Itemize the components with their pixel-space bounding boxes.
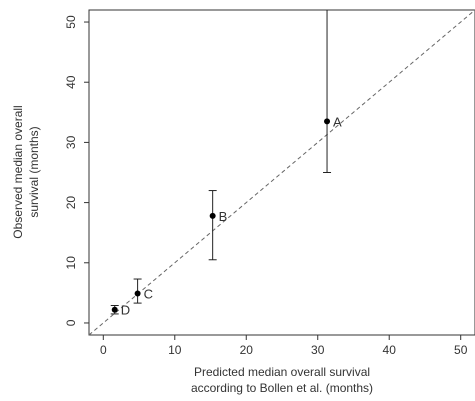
x-tick-label: 10 <box>168 343 182 357</box>
y-tick-label: 20 <box>64 196 78 210</box>
y-tick-label: 0 <box>64 319 78 326</box>
data-point-d: D <box>110 303 130 318</box>
y-tick-label: 30 <box>64 135 78 149</box>
y-tick-label: 50 <box>64 15 78 29</box>
point-label: C <box>144 286 153 301</box>
y-axis-title-line-1: Observed median overall <box>11 105 25 238</box>
y-axis-title-line-2: survival (months) <box>27 126 41 217</box>
y-tick-label: 40 <box>64 75 78 89</box>
x-axis: 0 10 20 30 40 50 <box>100 335 468 357</box>
point-marker <box>134 290 141 297</box>
data-points: A B CD <box>110 10 342 318</box>
x-tick-label: 30 <box>311 343 325 357</box>
x-tick-label: 50 <box>454 343 468 357</box>
point-marker <box>209 212 216 219</box>
point-label: B <box>219 209 228 224</box>
data-point-a: A <box>323 10 342 173</box>
x-tick-label: 0 <box>100 343 107 357</box>
point-label: D <box>121 303 130 318</box>
data-point-c: C <box>133 278 153 304</box>
point-marker <box>111 306 118 313</box>
x-tick-label: 40 <box>383 343 397 357</box>
plot-frame <box>88 9 475 336</box>
x-axis-title-line-1: Predicted median overall survival <box>194 365 370 379</box>
data-point-b: B <box>208 190 228 261</box>
point-label: A <box>333 114 342 129</box>
x-axis-title-line-2: according to Bollen et al. (months) <box>191 381 373 395</box>
y-axis: 0 10 20 30 40 50 <box>64 15 89 326</box>
reference-line <box>88 9 475 336</box>
point-marker <box>324 118 331 125</box>
y-tick-label: 10 <box>64 256 78 270</box>
x-tick-label: 20 <box>240 343 254 357</box>
